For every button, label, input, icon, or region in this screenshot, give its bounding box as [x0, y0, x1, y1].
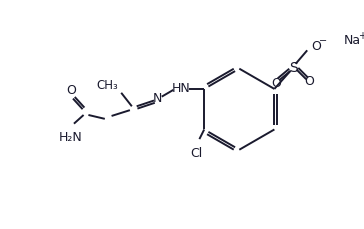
- Text: H₂N: H₂N: [59, 131, 83, 144]
- Text: CH₃: CH₃: [96, 79, 118, 92]
- Text: N: N: [153, 92, 163, 105]
- Text: +: +: [358, 31, 364, 41]
- Text: O: O: [272, 77, 281, 90]
- Text: O: O: [304, 75, 314, 88]
- Text: Cl: Cl: [190, 147, 203, 160]
- Text: HN: HN: [172, 82, 190, 95]
- Text: Na: Na: [344, 34, 361, 47]
- Text: S: S: [289, 61, 298, 75]
- Text: O: O: [66, 84, 76, 97]
- Text: −: −: [319, 36, 327, 46]
- Text: O: O: [311, 40, 321, 53]
